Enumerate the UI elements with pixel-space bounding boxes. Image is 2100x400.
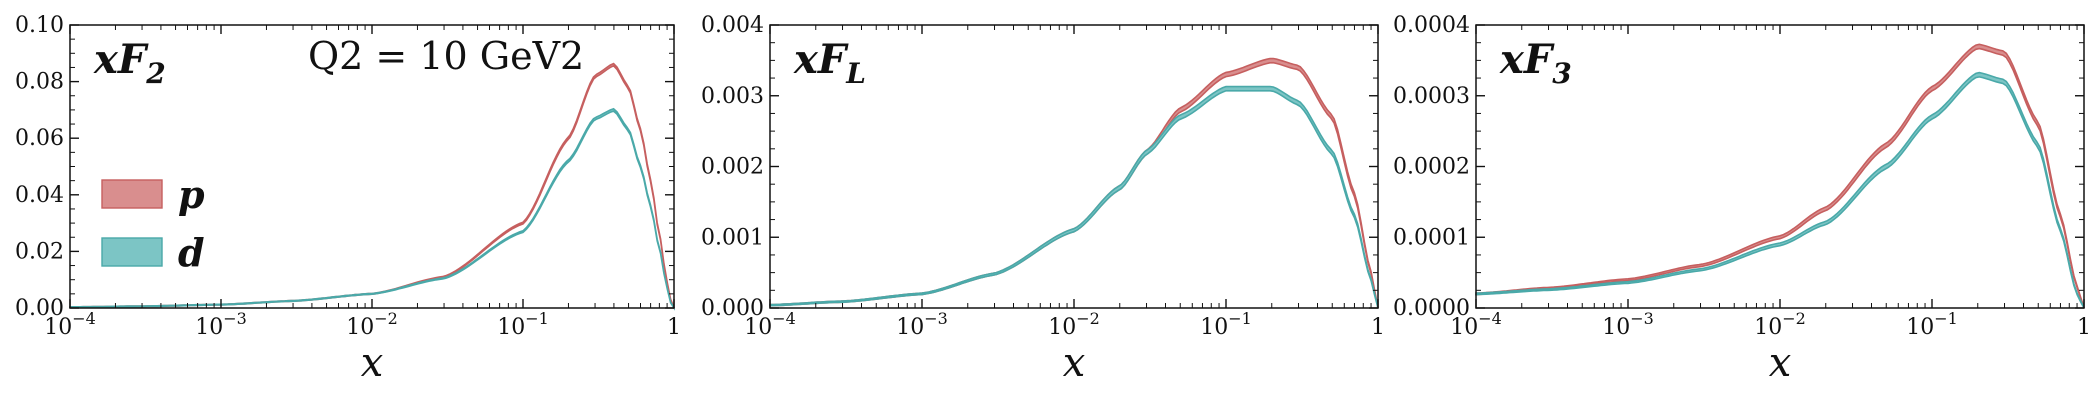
y-tick-label: 0.02 bbox=[15, 239, 64, 264]
y-tick-label: 0.04 bbox=[15, 183, 64, 208]
legend-label-d: d bbox=[178, 230, 205, 275]
x-axis-label: x bbox=[1063, 340, 1086, 386]
series-band-d bbox=[1475, 71, 2085, 309]
x-tick-label: 10−1 bbox=[497, 309, 549, 340]
x-tick-label: 10−4 bbox=[1450, 309, 1502, 340]
x-tick-label: 10−4 bbox=[744, 309, 796, 340]
x-axis-label: x bbox=[1769, 340, 1792, 386]
y-tick-label: 0.000 bbox=[701, 296, 764, 321]
x-tick-label: 10−3 bbox=[896, 309, 948, 340]
y-tick-label: 0.004 bbox=[701, 13, 764, 38]
x-tick-label: 10−1 bbox=[1200, 309, 1252, 340]
x-axis-label: x bbox=[361, 340, 384, 386]
panel-1: 10−4 10−3 10−2 10−1 1 0.00 0.02 0.04 0.06 0.08 0.1… bbox=[15, 13, 681, 386]
y-tick-label: 0.10 bbox=[15, 13, 64, 38]
x-tick-label: 10−2 bbox=[1048, 309, 1100, 340]
x-tick-label: 1 bbox=[667, 315, 681, 340]
panel-title: xFL bbox=[793, 36, 866, 90]
y-tick-label: 0.0002 bbox=[1393, 155, 1470, 180]
panel-title: xF2 bbox=[93, 36, 166, 90]
y-tick-label: 0.00 bbox=[15, 296, 64, 321]
x-tick-label: 10−1 bbox=[1906, 309, 1958, 340]
x-tick-label: 10−4 bbox=[44, 309, 96, 340]
panel-3: 10−4 10−3 10−2 10−1 1 0.0000 0.0001 0.0002 0.000… bbox=[1393, 13, 2091, 386]
legend-label-p: p bbox=[178, 172, 205, 217]
x-tick-label: 1 bbox=[1371, 315, 1385, 340]
series-band-d bbox=[769, 85, 1379, 309]
y-tick-label: 0.001 bbox=[701, 225, 764, 250]
x-tick-label: 10−3 bbox=[1602, 309, 1654, 340]
y-tick-label: 0.06 bbox=[15, 126, 64, 151]
y-tick-label: 0.0003 bbox=[1393, 84, 1470, 109]
y-tick-label: 0.0004 bbox=[1393, 13, 1470, 38]
y-tick-label: 0.0001 bbox=[1393, 225, 1470, 250]
y-tick-label: 0.003 bbox=[701, 84, 764, 109]
y-tick-label: 0.08 bbox=[15, 70, 64, 95]
x-tick-label: 10−2 bbox=[1754, 309, 1806, 340]
y-tick-label: 0.0000 bbox=[1393, 296, 1470, 321]
x-tick-label: 10−2 bbox=[346, 309, 398, 340]
legend-swatch-p bbox=[101, 179, 163, 209]
x-tick-label: 1 bbox=[2077, 315, 2091, 340]
legend-swatch-d bbox=[101, 237, 163, 267]
panel-title: xF3 bbox=[1499, 36, 1572, 90]
panel-2: 10−4 10−3 10−2 10−1 1 0.000 0.001 0.002 0.003 0.0… bbox=[701, 13, 1385, 386]
q2-annotation: Q2 = 10 GeV2 bbox=[308, 34, 584, 78]
x-tick-label: 10−3 bbox=[195, 309, 247, 340]
y-tick-label: 0.002 bbox=[701, 155, 764, 180]
